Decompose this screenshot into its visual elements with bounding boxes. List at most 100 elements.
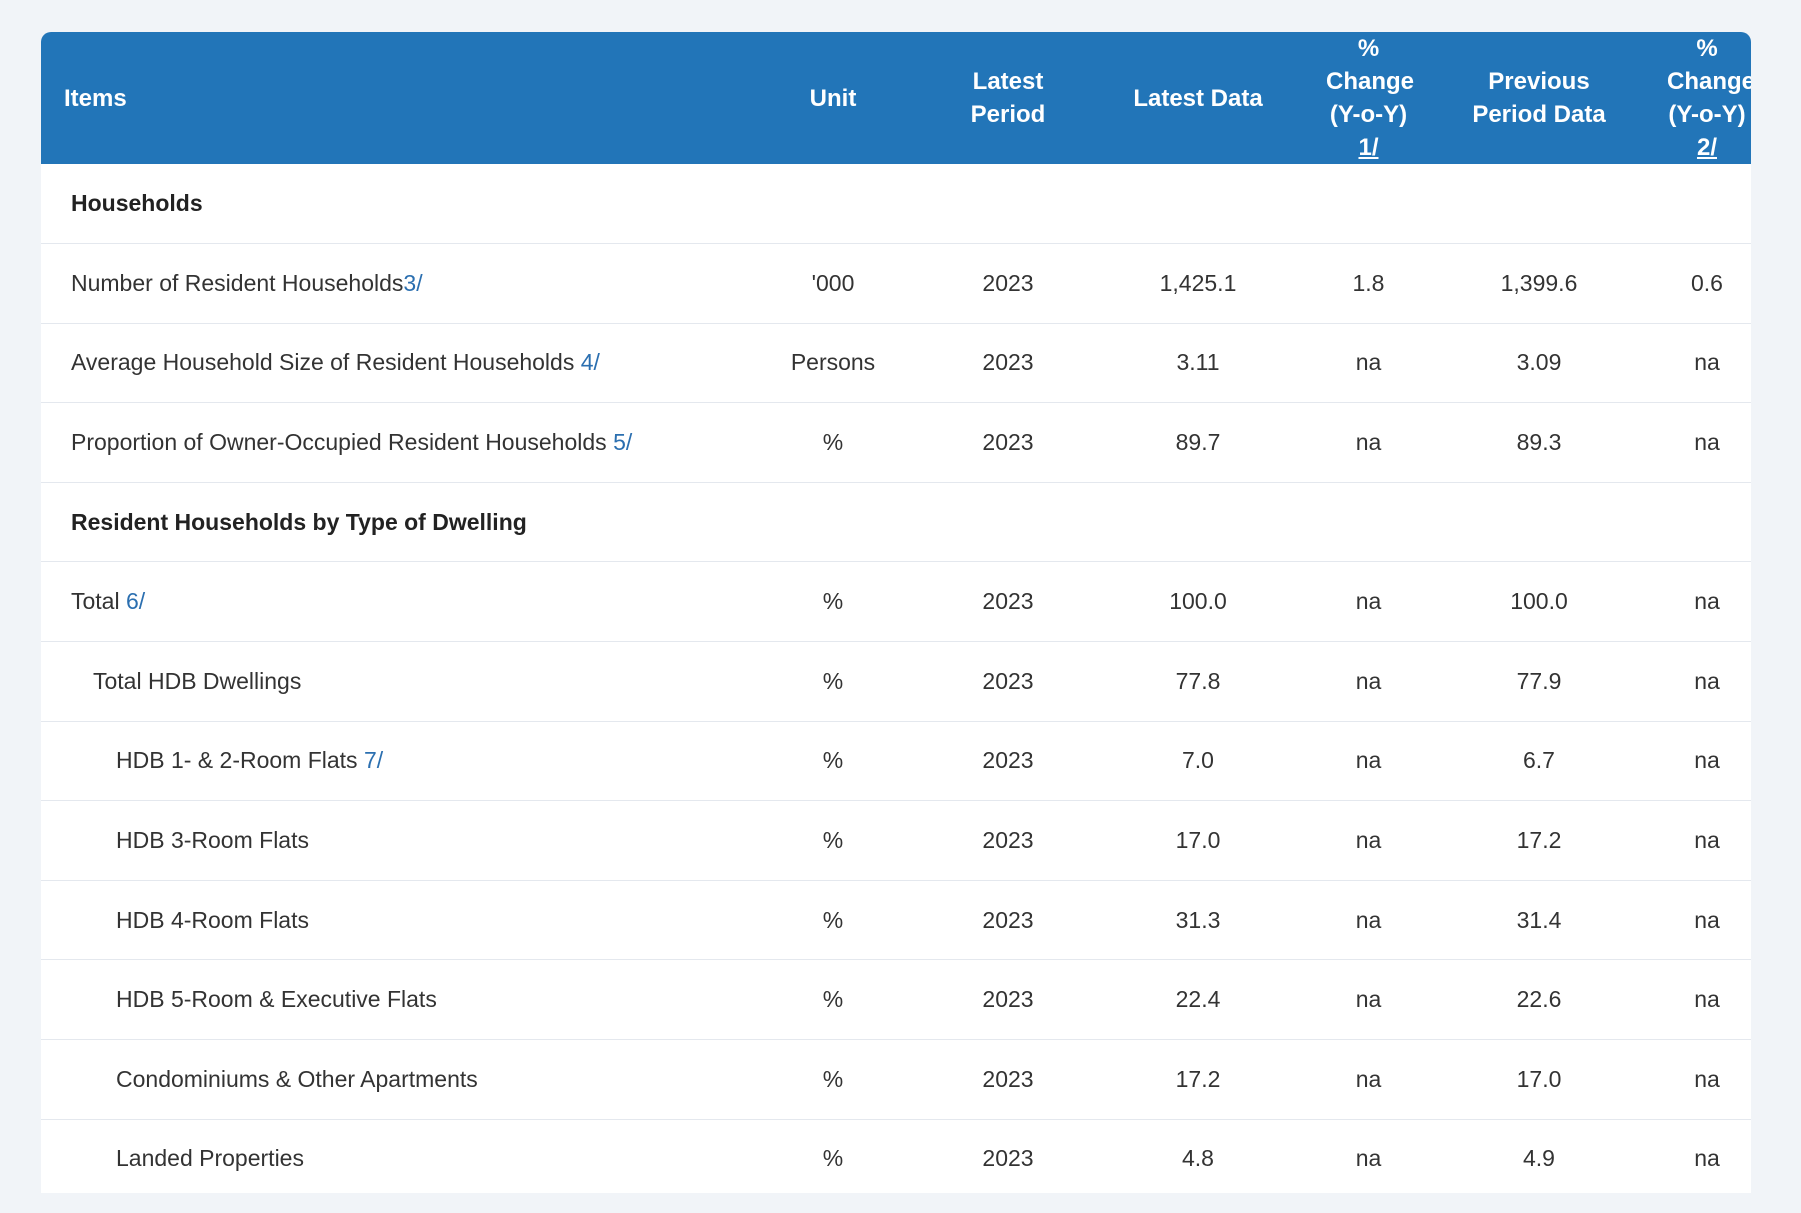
cell-latest-period: 2023	[982, 429, 1034, 456]
cell-latest-data: 17.2	[1175, 1065, 1221, 1092]
cell-previous-data: 31.4	[1516, 906, 1562, 933]
header-latest-period: Latest Period	[970, 68, 1046, 128]
header-pct-change-1-line1: % Change	[1326, 35, 1415, 95]
table-row: HDB 3-Room Flats % 2023 17.0 na 17.2 na	[41, 801, 1751, 881]
cell-pct-change: na	[1355, 986, 1382, 1013]
header-pct-change-2: % Change (Y-o-Y) 2/	[1663, 32, 1751, 164]
cell-latest-period: 2023	[982, 827, 1034, 854]
cell-latest-data: 100.0	[1169, 588, 1227, 615]
cell-unit: %	[822, 986, 844, 1013]
cell-latest-data: 77.8	[1175, 667, 1221, 694]
header-pct-change-1: % Change (Y-o-Y) 1/	[1322, 32, 1415, 164]
cell-latest-period: 2023	[982, 986, 1034, 1013]
cell-latest-data: 17.0	[1175, 827, 1221, 854]
cell-previous-data: 1,399.6	[1500, 269, 1578, 296]
table-row: HDB 5-Room & Executive Flats % 2023 22.4…	[41, 960, 1751, 1040]
cell-pct-change: na	[1355, 827, 1382, 854]
footnote-link-2[interactable]: 2/	[1696, 134, 1717, 161]
cell-pct-change-2: na	[1694, 1145, 1720, 1172]
cell-previous-data: 17.2	[1516, 827, 1562, 854]
section-title: Resident Households by Type of Dwelling	[71, 508, 527, 535]
cell-previous-data: 3.09	[1516, 349, 1562, 376]
cell-pct-change-2: na	[1694, 588, 1720, 615]
cell-pct-change: 1.8	[1352, 269, 1385, 296]
row-label: Condominiums & Other Apartments	[116, 1065, 478, 1092]
cell-pct-change-2: na	[1694, 747, 1720, 774]
cell-pct-change: na	[1355, 588, 1382, 615]
cell-pct-change-2: na	[1694, 349, 1720, 376]
cell-unit: %	[822, 588, 844, 615]
cell-unit: %	[822, 1145, 844, 1172]
cell-unit: '000	[811, 269, 855, 296]
cell-latest-data: 1,425.1	[1159, 269, 1237, 296]
data-table: Items Unit Latest Period Latest Data % C…	[41, 32, 1751, 1193]
header-latest-data: Latest Data	[1133, 84, 1263, 112]
header-pct-change-2-line2: (Y-o-Y)	[1668, 101, 1746, 128]
cell-latest-data: 22.4	[1175, 986, 1221, 1013]
section-title: Households	[71, 190, 203, 217]
footnote-link[interactable]: 5/	[613, 429, 633, 456]
cell-latest-data: 4.8	[1182, 1145, 1214, 1172]
table-row: Condominiums & Other Apartments % 2023 1…	[41, 1040, 1751, 1120]
header-unit: Unit	[809, 84, 857, 112]
footnote-link[interactable]: 6/	[125, 588, 146, 615]
cell-previous-data: 6.7	[1523, 747, 1555, 774]
cell-latest-period: 2023	[982, 1065, 1034, 1092]
header-previous-line2: Period Data	[1472, 101, 1606, 128]
table-row: Total HDB Dwellings % 2023 77.8 na 77.9 …	[41, 642, 1751, 722]
cell-pct-change-2: na	[1694, 906, 1720, 933]
cell-pct-change: na	[1355, 429, 1382, 456]
footnote-link[interactable]: 7/	[363, 747, 384, 774]
cell-pct-change-2: na	[1694, 827, 1720, 854]
cell-pct-change-2: na	[1694, 667, 1720, 694]
table-row: Number of Resident Households3/ '000 202…	[41, 244, 1751, 324]
row-label: HDB 3-Room Flats	[116, 827, 309, 854]
cell-latest-data: 3.11	[1176, 349, 1220, 376]
cell-pct-change-2: na	[1694, 986, 1720, 1013]
cell-pct-change-2: na	[1694, 429, 1720, 456]
table-row: HDB 1- & 2-Room Flats 7/ % 2023 7.0 na 6…	[41, 721, 1751, 801]
cell-unit: %	[822, 906, 844, 933]
footnote-link-1[interactable]: 1/	[1358, 134, 1379, 161]
row-label: Proportion of Owner-Occupied Resident Ho…	[71, 429, 633, 456]
header-pct-change-2-line1: % Change	[1667, 35, 1751, 95]
cell-unit: %	[822, 667, 844, 694]
cell-pct-change: na	[1355, 906, 1382, 933]
cell-pct-change: na	[1355, 1065, 1382, 1092]
header-previous-line1: Previous	[1488, 68, 1590, 95]
cell-pct-change: na	[1355, 667, 1382, 694]
footnote-link[interactable]: 3/	[403, 269, 423, 296]
cell-latest-period: 2023	[982, 588, 1034, 615]
table-row: Average Household Size of Resident House…	[41, 323, 1751, 403]
cell-latest-period: 2023	[982, 747, 1034, 774]
cell-latest-period: 2023	[982, 667, 1034, 694]
row-label: HDB 5-Room & Executive Flats	[116, 986, 437, 1013]
cell-unit: %	[822, 827, 844, 854]
cell-unit: %	[822, 1065, 844, 1092]
footnote-link[interactable]: 4/	[580, 349, 600, 376]
cell-unit: %	[822, 429, 844, 456]
cell-pct-change: na	[1355, 349, 1382, 376]
cell-pct-change-2: na	[1694, 1065, 1720, 1092]
cell-previous-data: 100.0	[1510, 588, 1568, 615]
row-label: HDB 1- & 2-Room Flats 7/	[116, 747, 384, 774]
cell-latest-period: 2023	[982, 349, 1034, 376]
cell-latest-data: 31.3	[1175, 906, 1221, 933]
cell-latest-period: 2023	[982, 1145, 1034, 1172]
cell-unit: %	[822, 747, 844, 774]
table-header-row: Items Unit Latest Period Latest Data % C…	[41, 32, 1751, 164]
header-previous-period-data: Previous Period Data	[1415, 32, 1663, 164]
household-statistics-table: Items Unit Latest Period Latest Data % C…	[41, 32, 1751, 1193]
row-label: Total 6/	[71, 588, 146, 615]
section-row-households: Households	[41, 164, 1751, 244]
row-label: Total HDB Dwellings	[93, 667, 302, 694]
cell-previous-data: 77.9	[1516, 667, 1562, 694]
table-row: HDB 4-Room Flats % 2023 31.3 na 31.4 na	[41, 880, 1751, 960]
header-pct-change-1-line2: (Y-o-Y)	[1329, 101, 1408, 128]
cell-previous-data: 22.6	[1516, 986, 1562, 1013]
table-row: Landed Properties % 2023 4.8 na 4.9 na	[41, 1119, 1751, 1193]
cell-previous-data: 4.9	[1523, 1145, 1555, 1172]
row-label: Number of Resident Households3/	[71, 269, 423, 296]
row-label: Average Household Size of Resident House…	[71, 349, 600, 376]
cell-previous-data: 89.3	[1516, 429, 1562, 456]
